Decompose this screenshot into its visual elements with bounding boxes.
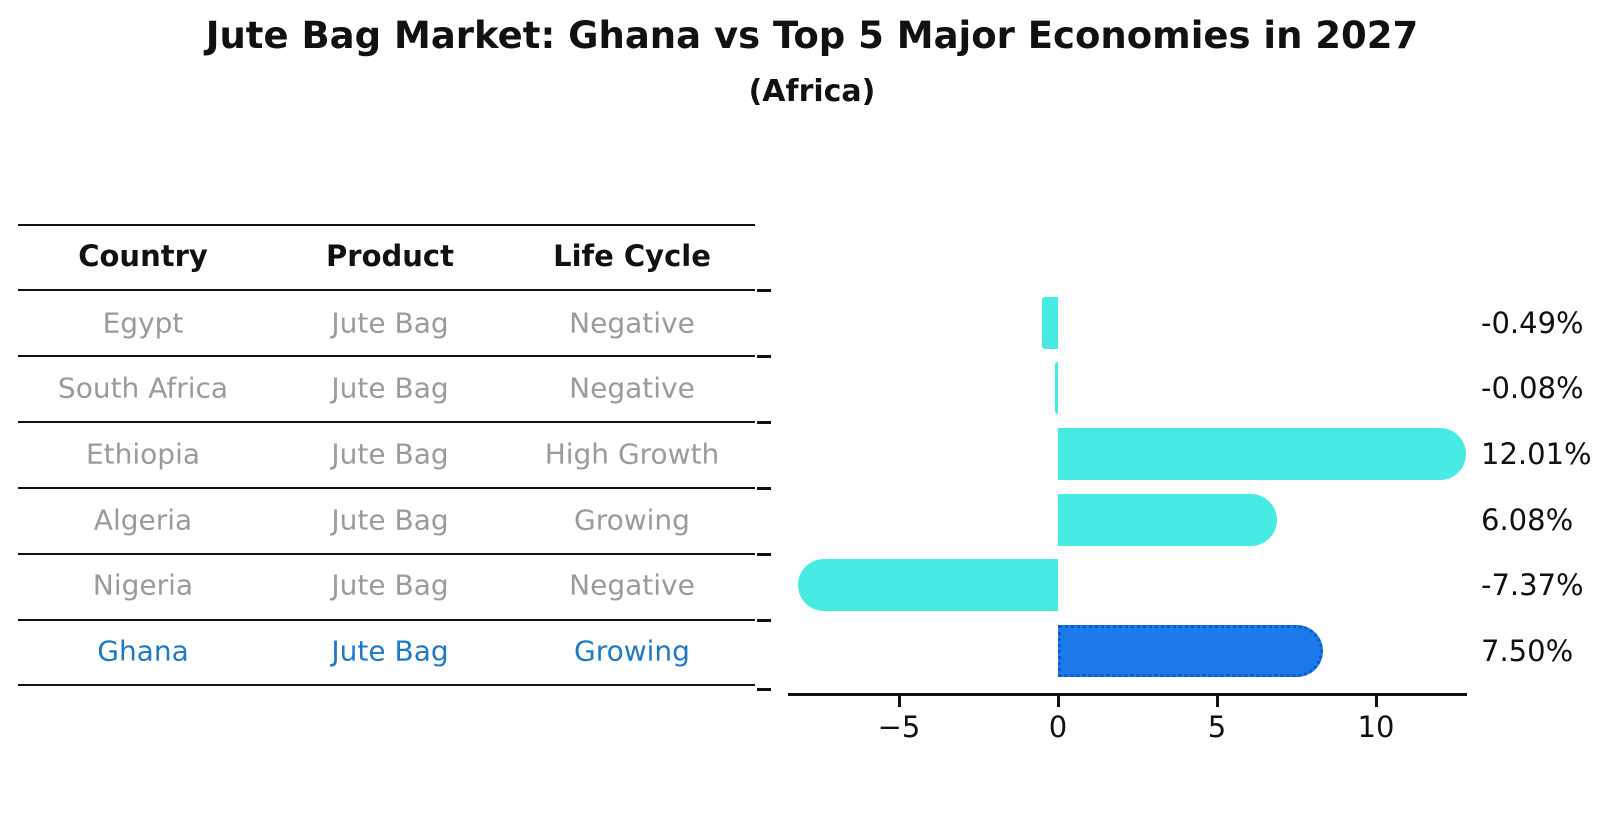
table-divider bbox=[18, 553, 755, 555]
chart-bar-egypt bbox=[1042, 296, 1058, 349]
table-cell-life-cycle-row-5: Growing bbox=[574, 634, 690, 668]
x-axis-tick-2 bbox=[1216, 696, 1219, 707]
table-divider bbox=[18, 487, 755, 489]
table-header-product: Product bbox=[326, 239, 454, 273]
y-axis-tick-2 bbox=[757, 421, 771, 424]
chart-bar-ethiopia bbox=[1058, 427, 1466, 480]
table-cell-product-row-2: Jute Bag bbox=[331, 437, 449, 471]
chart-bar-ghana bbox=[1058, 625, 1323, 677]
table-cell-product-row-1: Jute Bag bbox=[331, 371, 449, 405]
table-divider bbox=[18, 619, 755, 621]
bar-value-label-5: 7.50% bbox=[1481, 634, 1574, 668]
x-axis-tick-0 bbox=[898, 696, 901, 707]
bar-value-label-1: -0.08% bbox=[1481, 371, 1584, 406]
table-cell-country-row-0: Egypt bbox=[102, 306, 184, 339]
table-cell-product-row-0: Jute Bag bbox=[331, 306, 449, 339]
bar-value-label-0: -0.49% bbox=[1481, 305, 1584, 340]
table-cell-life-cycle-row-2: High Growth bbox=[544, 437, 720, 471]
chart-bar-nigeria bbox=[797, 559, 1058, 612]
table-cell-product-row-3: Jute Bag bbox=[331, 503, 449, 537]
table-cell-product-row-5: Jute Bag bbox=[331, 634, 449, 668]
table-cell-life-cycle-row-3: Growing bbox=[574, 503, 690, 537]
y-axis-tick-4 bbox=[757, 553, 771, 556]
y-axis-tick-3 bbox=[757, 487, 771, 490]
chart-bar-south-africa bbox=[1055, 362, 1058, 415]
table-header-life-cycle: Life Cycle bbox=[553, 239, 711, 273]
x-axis-tick-label-1: 0 bbox=[1048, 710, 1068, 744]
x-axis-tick-label-3: 10 bbox=[1357, 710, 1395, 744]
x-axis-tick-label-2: 5 bbox=[1207, 710, 1227, 744]
bar-value-label-4: -7.37% bbox=[1481, 568, 1584, 603]
table-cell-life-cycle-row-4: Negative bbox=[569, 568, 695, 602]
table-cell-life-cycle-row-0: Negative bbox=[569, 306, 695, 339]
table-divider bbox=[18, 684, 755, 686]
x-axis-tick-1 bbox=[1057, 696, 1060, 707]
y-axis-tick-1 bbox=[757, 355, 771, 358]
x-axis-tick-label-0: −5 bbox=[877, 710, 921, 744]
y-axis-tick-0 bbox=[757, 289, 771, 292]
x-axis-line bbox=[788, 693, 1467, 696]
page-title: Jute Bag Market: Ghana vs Top 5 Major Ec… bbox=[205, 14, 1419, 57]
table-cell-country-row-2: Ethiopia bbox=[85, 437, 201, 471]
chart-bar-algeria bbox=[1058, 493, 1278, 546]
table-cell-country-row-3: Algeria bbox=[93, 503, 193, 537]
table-cell-product-row-4: Jute Bag bbox=[331, 568, 449, 602]
y-axis-tick-6 bbox=[757, 688, 771, 691]
table-divider bbox=[18, 224, 755, 226]
x-axis-tick-3 bbox=[1375, 696, 1378, 707]
table-divider bbox=[18, 355, 755, 357]
page-subtitle: (Africa) bbox=[748, 74, 876, 109]
table-cell-country-row-4: Nigeria bbox=[92, 568, 194, 602]
table-header-country: Country bbox=[78, 239, 208, 273]
table-cell-country-row-1: South Africa bbox=[57, 371, 229, 405]
y-axis-tick-5 bbox=[757, 619, 771, 622]
bar-value-label-3: 6.08% bbox=[1481, 502, 1574, 537]
bar-value-label-2: 12.01% bbox=[1481, 436, 1592, 471]
table-cell-life-cycle-row-1: Negative bbox=[569, 371, 695, 405]
table-divider bbox=[18, 421, 755, 423]
table-divider bbox=[18, 289, 755, 291]
table-cell-country-row-5: Ghana bbox=[97, 634, 189, 668]
